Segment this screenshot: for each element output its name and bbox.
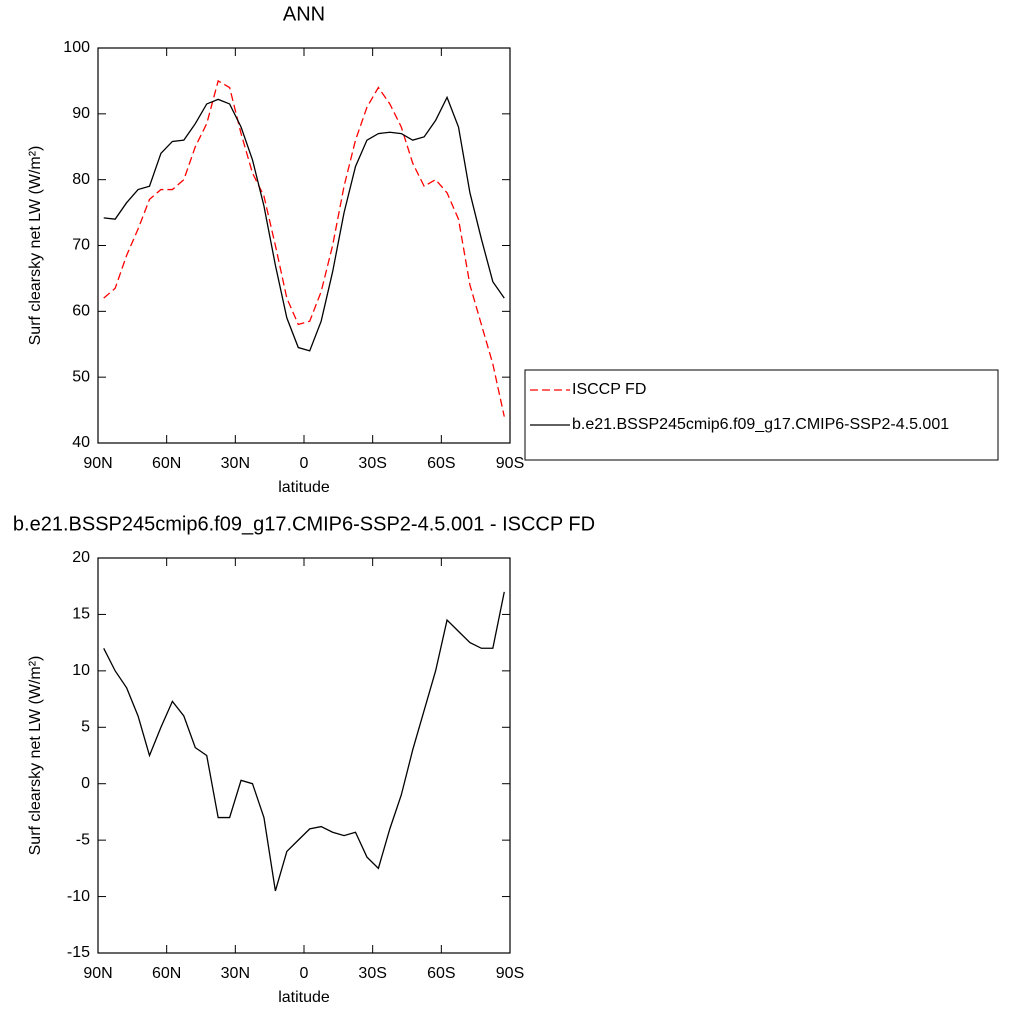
legend-label: b.e21.BSSP245cmip6.f09_g17.CMIP6-SSP2-4.…: [572, 416, 949, 433]
y-tick-label: 20: [72, 549, 90, 566]
y-tick-label: 50: [72, 368, 90, 385]
x-tick-label: 60S: [427, 455, 455, 472]
y-tick-label: -5: [76, 831, 90, 848]
x-tick-label: 60N: [152, 965, 181, 982]
x-tick-label: 0: [300, 965, 309, 982]
plot-frame: [97, 47, 511, 444]
x-tick-label: 60S: [427, 965, 455, 982]
x-tick-label: 90S: [496, 455, 524, 472]
x-tick-label: 90N: [83, 455, 112, 472]
x-tick-label: 30N: [221, 965, 250, 982]
x-tick-label: 90N: [83, 965, 112, 982]
data-line: [103, 591, 505, 892]
y-tick-label: 60: [72, 303, 90, 320]
chart-title: b.e21.BSSP245cmip6.f09_g17.CMIP6-SSP2-4.…: [13, 513, 595, 535]
y-tick-label: 80: [72, 171, 90, 188]
y-tick-label: 5: [81, 719, 90, 736]
legend-label: ISCCP FD: [572, 381, 646, 398]
plot-frame: [97, 557, 511, 954]
y-tick-label: -15: [67, 944, 90, 961]
y-tick-label: 100: [63, 39, 90, 56]
x-tick-label: 0: [300, 455, 309, 472]
chart-title: ANN: [283, 3, 325, 25]
y-axis-label: Surf clearsky net LW (W/m²): [27, 146, 44, 346]
y-tick-label: 0: [81, 775, 90, 792]
y-tick-label: 15: [72, 606, 90, 623]
x-tick-label: 30N: [221, 455, 250, 472]
data-line: [103, 79, 505, 417]
x-tick-label: 60N: [152, 455, 181, 472]
x-tick-label: 90S: [496, 965, 524, 982]
legend-box: [524, 369, 999, 461]
y-tick-label: 40: [72, 434, 90, 451]
y-tick-label: 90: [72, 105, 90, 122]
x-axis-label: latitude: [278, 479, 330, 496]
y-axis-label: Surf clearsky net LW (W/m²): [27, 656, 44, 856]
data-line: [103, 95, 505, 352]
x-tick-label: 30S: [358, 965, 386, 982]
x-axis-label: latitude: [278, 989, 330, 1006]
y-tick-label: 70: [72, 237, 90, 254]
y-tick-label: -10: [67, 888, 90, 905]
x-tick-label: 30S: [358, 455, 386, 472]
y-tick-label: 10: [72, 662, 90, 679]
